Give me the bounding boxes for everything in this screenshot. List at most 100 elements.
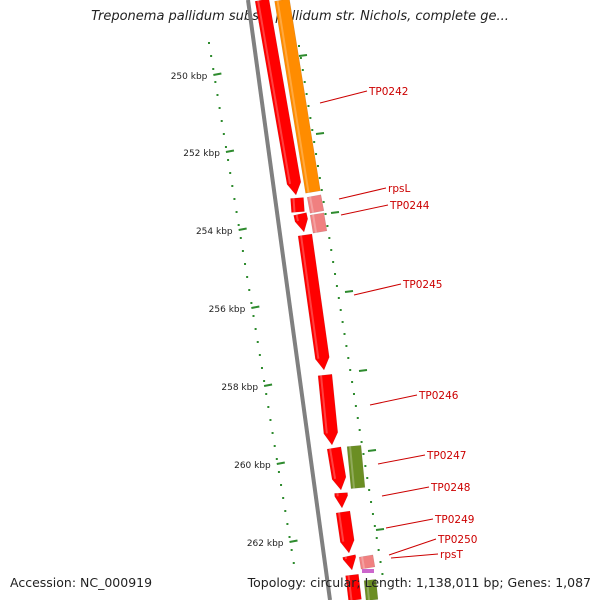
major-tick	[251, 305, 260, 309]
minor-tick	[252, 315, 255, 317]
gene-label-TP0249[interactable]: TP0249	[434, 514, 474, 526]
gene-bar-forward[interactable]	[297, 233, 330, 371]
backbone-line	[246, 0, 332, 600]
outer-minor-tick	[349, 369, 352, 371]
gene-bar-forward-highlight	[347, 575, 353, 600]
tick-label: 260 kbp	[234, 461, 271, 471]
minor-tick	[275, 458, 278, 460]
gene-bar-forward[interactable]	[334, 492, 348, 509]
gene-bar-TP0247-highlight	[349, 446, 356, 489]
accession-text: Accession: NC_000919	[10, 575, 153, 590]
minor-tick	[277, 471, 280, 473]
outer-minor-tick	[370, 501, 373, 503]
outer-minor-tick	[299, 57, 302, 59]
gene-bar-rpsL[interactable]	[306, 194, 325, 214]
gene-bar-TP0244-highlight	[312, 214, 318, 233]
tick-label: 252 kbp	[183, 149, 220, 159]
summary-text: Topology: circular; Length: 1,138,011 bp…	[247, 575, 591, 590]
minor-tick	[237, 224, 240, 226]
gene-bar-forward[interactable]	[326, 446, 347, 491]
gene-bar-TP0244[interactable]	[309, 212, 328, 234]
gene-bar-rpsT[interactable]	[362, 569, 374, 573]
gene-bar-forward-highlight	[320, 375, 328, 434]
gene-label-TP0244[interactable]: TP0244	[389, 200, 430, 212]
gene-bar-forward[interactable]	[335, 510, 355, 554]
gene-label-TP0242[interactable]: TP0242	[368, 86, 408, 98]
outer-minor-tick	[328, 237, 331, 239]
outer-minor-tick	[351, 381, 354, 383]
gene-label-rpsT[interactable]: rpsT	[440, 549, 463, 561]
outer-tick-ring	[298, 45, 385, 575]
outer-minor-tick	[347, 357, 350, 359]
outer-minor-tick	[315, 153, 318, 155]
tick-label: 250 kbp	[171, 72, 208, 82]
minor-tick	[248, 289, 251, 291]
major-tick	[276, 461, 285, 465]
outer-minor-tick	[305, 93, 308, 95]
minor-tick	[227, 159, 230, 161]
outer-minor-tick	[307, 105, 310, 107]
gene-bar-TP0242[interactable]	[274, 0, 321, 194]
outer-minor-tick	[337, 297, 340, 299]
outer-minor-tick	[356, 417, 359, 419]
outer-minor-tick	[322, 201, 325, 203]
outer-minor-tick	[354, 405, 357, 407]
minor-tick	[222, 133, 225, 135]
gene-bar-forward[interactable]	[254, 0, 302, 196]
gene-bar-olive-bottom[interactable]	[363, 579, 379, 600]
minor-tick	[260, 367, 263, 369]
outer-minor-tick	[373, 525, 376, 527]
outer-minor-tick	[318, 177, 321, 179]
gene-label-TP0248[interactable]: TP0248	[430, 482, 470, 494]
gene-label-TP0246[interactable]: TP0246	[418, 390, 459, 402]
outer-major-tick	[330, 211, 340, 214]
minor-tick	[244, 263, 247, 265]
minor-tick	[231, 185, 234, 187]
gene-bar-TP0250[interactable]	[358, 554, 376, 570]
outer-minor-tick	[335, 285, 338, 287]
tick-label: 258 kbp	[221, 383, 258, 393]
gene-label-TP0247[interactable]: TP0247	[426, 450, 466, 462]
outer-minor-tick	[377, 549, 380, 551]
gene-bar-forward[interactable]	[293, 212, 308, 233]
gene-bar-forward[interactable]	[290, 197, 305, 213]
leader-line	[369, 394, 418, 406]
gene-label-TP0250[interactable]: TP0250	[437, 534, 477, 546]
gene-bar-forward-highlight	[300, 235, 320, 359]
gene-label-TP0245[interactable]: TP0245	[402, 279, 442, 291]
outer-minor-tick	[316, 165, 319, 167]
outer-minor-tick	[332, 261, 335, 263]
gene-bar-forward[interactable]	[317, 374, 339, 446]
outer-minor-tick	[368, 489, 371, 491]
minor-tick	[273, 445, 276, 447]
leader-line	[388, 538, 437, 556]
leader-line	[390, 553, 439, 559]
outer-minor-tick	[320, 189, 323, 191]
outer-major-tick	[358, 369, 368, 372]
gene-bar-forward[interactable]	[342, 554, 357, 571]
minor-tick	[246, 276, 249, 278]
minor-tick	[254, 328, 257, 330]
outer-minor-tick	[301, 69, 304, 71]
gene-bar-TP0242-highlight	[276, 0, 310, 193]
outer-minor-tick	[352, 393, 355, 395]
outer-minor-tick	[375, 537, 378, 539]
gene-bar-forward-highlight	[329, 448, 337, 479]
gene-bar-forward-highlight	[257, 0, 291, 185]
minor-tick	[235, 211, 238, 213]
gene-bar-forward[interactable]	[345, 573, 362, 600]
minor-tick	[216, 94, 219, 96]
gene-label-rpsL[interactable]: rpsL	[388, 183, 410, 195]
minor-tick	[224, 146, 227, 148]
outer-minor-tick	[313, 141, 316, 143]
tick-label: 262 kbp	[247, 539, 284, 549]
map-title: Treponema pallidum subsp. pallidum str. …	[91, 9, 509, 24]
gene-bar-TP0247[interactable]	[346, 445, 366, 489]
outer-minor-tick	[371, 513, 374, 515]
outer-minor-tick	[339, 309, 342, 311]
minor-tick	[220, 120, 223, 122]
minor-tick	[265, 393, 268, 395]
minor-tick	[290, 549, 293, 551]
gene-bar-forward-highlight	[292, 198, 296, 213]
